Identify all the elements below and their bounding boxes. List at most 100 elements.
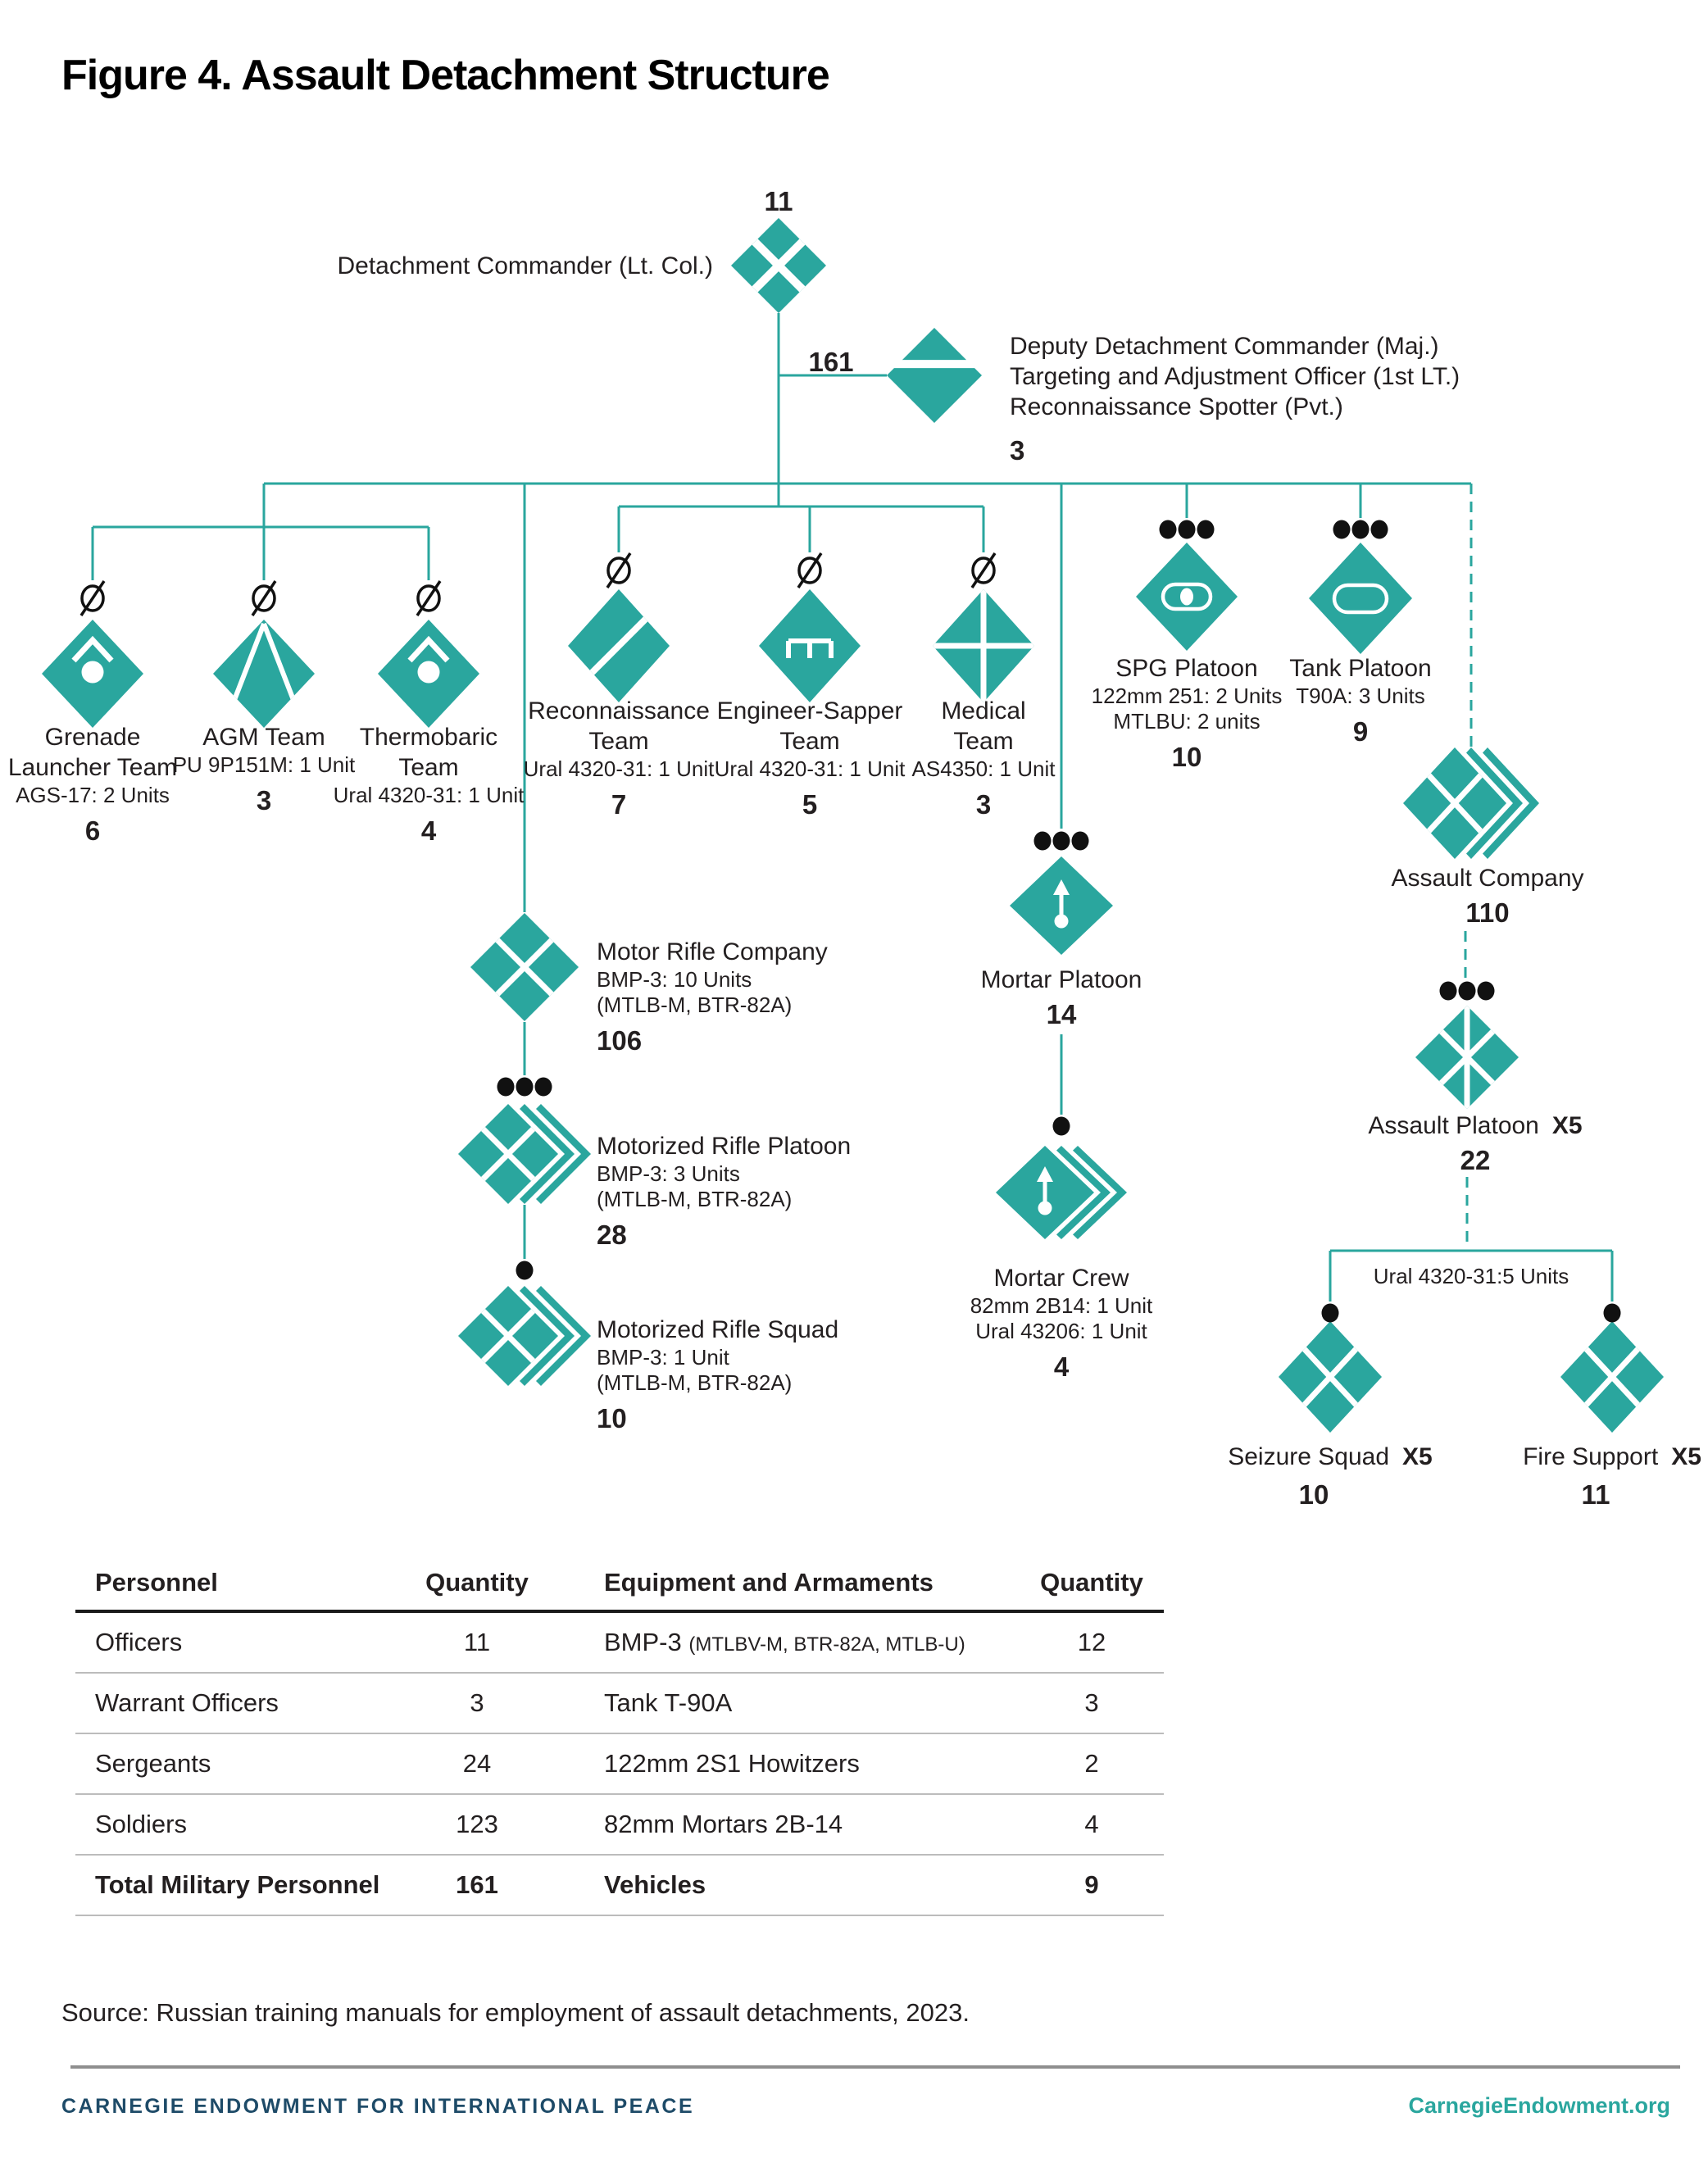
assault-company-label: Assault Company 110 xyxy=(1377,863,1598,928)
prohibited-icon xyxy=(606,552,632,588)
unit-multiplier: X5 xyxy=(1671,1443,1701,1470)
unit-sub: Ural 4320-31: 1 Unit xyxy=(523,756,715,781)
echelon-dots xyxy=(1033,831,1089,851)
commander-count: 11 xyxy=(764,186,793,216)
cell-equipment: BMP-3 (MTLBV-M, BTR-82A, MTLB-U) xyxy=(604,1628,965,1656)
figure-title: Figure 4. Assault Detachment Structure xyxy=(61,52,830,99)
seizure-squad-icon xyxy=(1279,1303,1382,1433)
table-row: Warrant Officers 3 Tank T-90A 3 xyxy=(75,1674,1164,1734)
cell-equipment: Tank T-90A xyxy=(604,1688,733,1717)
unit-count: 7 xyxy=(611,789,627,820)
unit-icons xyxy=(42,218,1664,1433)
assault-platoon-label: Assault Platoon X5 22 xyxy=(1356,1111,1594,1175)
medical-team-icon xyxy=(933,552,1034,702)
unit-count: 110 xyxy=(1465,897,1510,928)
echelon-dots xyxy=(1333,520,1388,539)
unit-count: 10 xyxy=(1171,742,1202,772)
unit-count: 3 xyxy=(256,785,272,815)
connector-lines xyxy=(91,313,1614,1302)
mortar-platoon-icon xyxy=(1010,831,1113,955)
unit-sub: 82mm 2B14: 1 Unit xyxy=(970,1293,1153,1318)
table-header-row: Personnel Quantity Equipment and Armamen… xyxy=(75,1556,1164,1613)
mortar-crew-label: Mortar Crew 82mm 2B14: 1 Unit Ural 43206… xyxy=(951,1263,1172,1382)
cell-quantity: 11 xyxy=(463,1628,491,1656)
echelon-dots xyxy=(1603,1303,1621,1323)
echelon-dots xyxy=(497,1077,552,1097)
cell-quantity: 3 xyxy=(470,1688,484,1717)
cell-personnel: Soldiers xyxy=(95,1810,187,1838)
unit-count: 4 xyxy=(1053,1351,1070,1382)
table-total-row: Total Military Personnel 161 Vehicles 9 xyxy=(75,1856,1164,1916)
reconnaissance-team-icon xyxy=(568,552,670,702)
grenade-team-label: Grenade Launcher Team AGS-17: 2 Units 6 xyxy=(0,722,203,846)
cell-equipment: 122mm 2S1 Howitzers xyxy=(604,1749,860,1778)
table-row: Officers 11 BMP-3 (MTLBV-M, BTR-82A, MTL… xyxy=(75,1613,1164,1674)
tank-platoon-label: Tank Platoon T90A: 3 Units 9 xyxy=(1250,653,1471,747)
unit-name: Motorized Rifle Platoon xyxy=(597,1133,852,1160)
unit-name: SPG Platoon xyxy=(1115,655,1258,682)
footer-brand: CARNEGIE ENDOWMENT FOR INTERNATIONAL PEA… xyxy=(61,2095,695,2118)
cell-quantity: 3 xyxy=(1084,1688,1099,1717)
assault-platoon-icon xyxy=(1415,981,1519,1109)
unit-name: Team xyxy=(779,728,840,755)
unit-sub: Ural 43206: 1 Unit xyxy=(975,1319,1147,1343)
unit-sub: (MTLB-M, BTR-82A) xyxy=(597,1370,793,1395)
tank-platoon-icon xyxy=(1309,520,1412,654)
motorized-rifle-squad-icon xyxy=(458,1261,591,1386)
agm-team-icon xyxy=(213,580,315,728)
unit-count: 28 xyxy=(597,1220,627,1250)
unit-sub: MTLBU: 2 units xyxy=(1113,709,1261,734)
unit-count: 9 xyxy=(1352,716,1369,747)
cell-quantity-total: 161 xyxy=(456,1870,498,1899)
cell-personnel: Officers xyxy=(95,1628,183,1656)
prohibited-icon xyxy=(416,580,442,616)
cell-equipment-total: Vehicles xyxy=(604,1870,706,1899)
unit-count: 10 xyxy=(597,1403,627,1433)
unit-count: 5 xyxy=(802,789,818,820)
deputy-label: Deputy Detachment Commander (Maj.) Targe… xyxy=(1010,331,1460,422)
col-header-personnel: Personnel xyxy=(95,1568,218,1597)
unit-sub: BMP-3: 3 Units xyxy=(597,1161,740,1186)
deputy-commander-icon xyxy=(887,328,982,423)
unit-sub: T90A: 3 Units xyxy=(1296,684,1425,708)
echelon-dots xyxy=(1159,520,1215,539)
echelon-dots xyxy=(1439,981,1495,1001)
col-header-quantity-2: Quantity xyxy=(1040,1568,1143,1597)
cell-quantity: 123 xyxy=(456,1810,498,1838)
recon-team-label: Reconnaissance Team Ural 4320-31: 1 Unit… xyxy=(508,696,729,820)
unit-multiplier: X5 xyxy=(1551,1112,1583,1139)
footer-url-link[interactable]: CarnegieEndowment.org xyxy=(1408,2093,1670,2118)
unit-sub: AGS-17: 2 Units xyxy=(16,783,170,807)
unit-name: Engineer-Sapper xyxy=(716,697,903,725)
unit-sub: AS4350: 1 Unit xyxy=(911,756,1056,781)
cell-quantity: 24 xyxy=(462,1749,492,1778)
unit-name: Tank Platoon xyxy=(1289,655,1432,682)
assault-company-icon xyxy=(1403,747,1539,859)
cell-quantity: 4 xyxy=(1084,1810,1099,1838)
commander-hq-icon xyxy=(731,218,826,313)
seizure-squad-label: Seizure Squad X5 10 xyxy=(1220,1442,1441,1510)
fire-support-icon xyxy=(1560,1303,1664,1433)
cell-personnel-total: Total Military Personnel xyxy=(95,1870,380,1899)
commander-label: Detachment Commander (Lt. Col.) xyxy=(337,252,714,279)
unit-sub: Ural 4320-31: 1 Unit xyxy=(714,756,906,781)
motor-rifle-company-icon xyxy=(470,913,579,1021)
cell-equipment: 82mm Mortars 2B-14 xyxy=(604,1810,843,1838)
platoon-vehicles-label: Ural 4320-31:5 Units xyxy=(1373,1264,1569,1288)
motorized-rifle-platoon-icon xyxy=(458,1077,591,1204)
prohibited-icon xyxy=(79,580,106,616)
unit-count: 6 xyxy=(84,815,101,846)
unit-sub: (MTLB-M, BTR-82A) xyxy=(597,993,793,1017)
prohibited-icon xyxy=(251,580,277,616)
unit-name: Medical xyxy=(941,697,1026,725)
unit-name: Reconnaissance xyxy=(528,697,710,725)
unit-count: 11 xyxy=(1581,1479,1610,1510)
deputy-count: 3 xyxy=(1010,435,1025,466)
unit-name: Launcher Team xyxy=(7,754,178,781)
footer-divider xyxy=(70,2065,1680,2069)
col-header-equipment: Equipment and Armaments xyxy=(604,1568,933,1597)
motor-company-label: Motor Rifle Company BMP-3: 10 Units (MTL… xyxy=(597,937,941,1056)
engineer-sapper-team-icon xyxy=(759,552,861,702)
unit-name: Mortar Platoon xyxy=(980,966,1142,993)
